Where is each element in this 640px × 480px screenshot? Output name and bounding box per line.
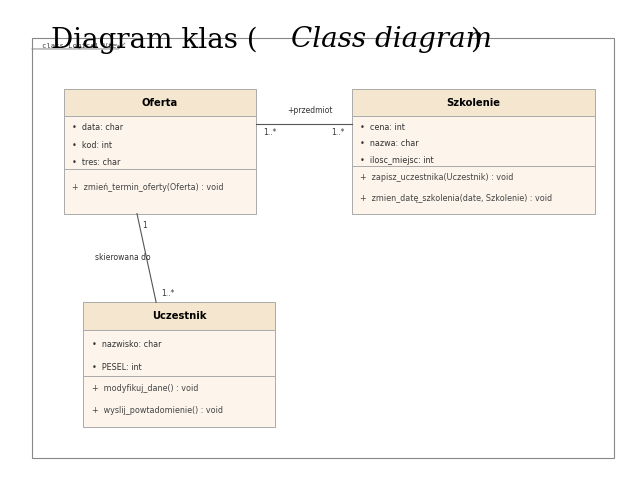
Text: Diagram klas (: Diagram klas ( <box>51 26 258 54</box>
Text: +przedmiot: +przedmiot <box>287 106 333 115</box>
Text: 1: 1 <box>142 221 147 230</box>
Text: +  wyslij_powtadomienie() : void: + wyslij_powtadomienie() : void <box>92 406 223 415</box>
Text: •  kod: int: • kod: int <box>72 141 113 150</box>
Text: +  zmien_datę_szkolenia(date, Szkolenie) : void: + zmien_datę_szkolenia(date, Szkolenie) … <box>360 193 552 203</box>
FancyBboxPatch shape <box>64 168 256 214</box>
Text: Oferta: Oferta <box>142 97 178 108</box>
FancyBboxPatch shape <box>352 116 595 166</box>
Text: Class diagram: Class diagram <box>291 26 492 53</box>
FancyBboxPatch shape <box>83 376 275 427</box>
Text: •  cena: int: • cena: int <box>360 122 405 132</box>
FancyBboxPatch shape <box>32 38 614 458</box>
Text: •  nazwa: char: • nazwa: char <box>360 139 419 148</box>
Text: skierowana do: skierowana do <box>95 253 151 263</box>
Text: ): ) <box>470 26 481 53</box>
FancyBboxPatch shape <box>352 89 595 116</box>
Text: +  zmień_termin_oferty(Oferta) : void: + zmień_termin_oferty(Oferta) : void <box>72 183 224 192</box>
Text: •  PESEL: int: • PESEL: int <box>92 363 141 372</box>
FancyBboxPatch shape <box>83 302 275 330</box>
Text: Szkolenie: Szkolenie <box>447 97 500 108</box>
Text: •  ilosc_miejsc: int: • ilosc_miejsc: int <box>360 156 434 165</box>
FancyBboxPatch shape <box>64 116 256 168</box>
Text: +  zapisz_uczestnika(Uczestnik) : void: + zapisz_uczestnika(Uczestnik) : void <box>360 173 514 182</box>
Text: 1..*: 1..* <box>331 128 344 137</box>
FancyBboxPatch shape <box>83 330 275 376</box>
FancyBboxPatch shape <box>352 166 595 214</box>
Text: •  data: char: • data: char <box>72 123 124 132</box>
Text: 1..*: 1..* <box>264 128 277 137</box>
Text: class Logical View: class Logical View <box>42 43 120 49</box>
Text: 1..*: 1..* <box>161 288 175 298</box>
Text: •  tres: char: • tres: char <box>72 158 121 167</box>
Text: •  nazwisko: char: • nazwisko: char <box>92 340 161 349</box>
FancyBboxPatch shape <box>64 89 256 116</box>
Text: +  modyfikuj_dane() : void: + modyfikuj_dane() : void <box>92 384 198 393</box>
Text: Uczestnik: Uczestnik <box>152 311 207 321</box>
